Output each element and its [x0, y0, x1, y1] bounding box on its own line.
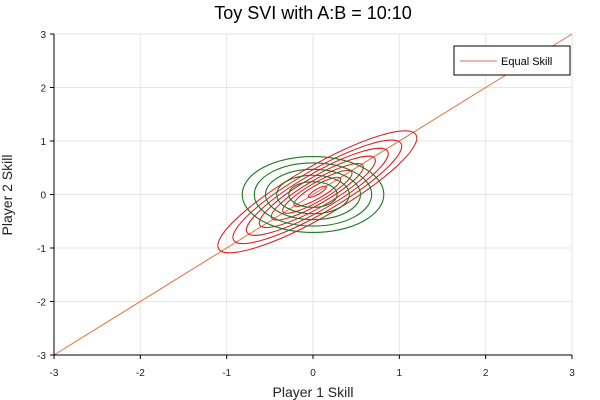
- contour-line: [288, 181, 338, 208]
- contour-line: [282, 169, 353, 214]
- x-tick-label: 0: [310, 368, 316, 379]
- y-tick-label: 2: [40, 84, 46, 95]
- contour-line: [232, 139, 403, 245]
- y-tick-label: 0: [40, 191, 46, 202]
- x-tick-label: 2: [483, 368, 489, 379]
- equal-skill-line: [53, 33, 573, 356]
- y-tick-label: -1: [37, 244, 46, 255]
- x-tick-label: -3: [50, 368, 59, 379]
- y-tick-label: -2: [37, 298, 46, 309]
- contour-line: [293, 176, 342, 207]
- contour-line: [258, 155, 376, 229]
- x-tick-label: -2: [136, 368, 145, 379]
- x-tick-label: 3: [569, 368, 575, 379]
- x-axis-label: Player 1 Skill: [273, 384, 354, 400]
- contour-line: [253, 162, 373, 227]
- legend-label-equal-skill: Equal Skill: [501, 56, 552, 68]
- contour-line: [307, 185, 327, 199]
- series-layer: [53, 33, 573, 356]
- contour-line: [276, 174, 350, 215]
- y-axis-label: Player 2 Skill: [0, 155, 15, 236]
- legend: Equal Skill: [453, 45, 571, 76]
- contour-line: [245, 147, 389, 236]
- y-tick-label: 3: [40, 30, 46, 41]
- x-tick-label: 1: [397, 368, 403, 379]
- chart-title: Toy SVI with A:B = 10:10: [214, 3, 412, 23]
- contour-line: [264, 168, 362, 221]
- contour-set: [241, 155, 385, 234]
- y-tick-label: -3: [37, 351, 46, 362]
- contour-line: [241, 155, 385, 234]
- axes: -3 -2 -1 0 1 2 3 -3 -2 -1 0 1 2 3: [37, 30, 575, 379]
- x-tick-label: -1: [222, 368, 231, 379]
- contour-set: [217, 130, 418, 254]
- y-tick-label: 1: [40, 137, 46, 148]
